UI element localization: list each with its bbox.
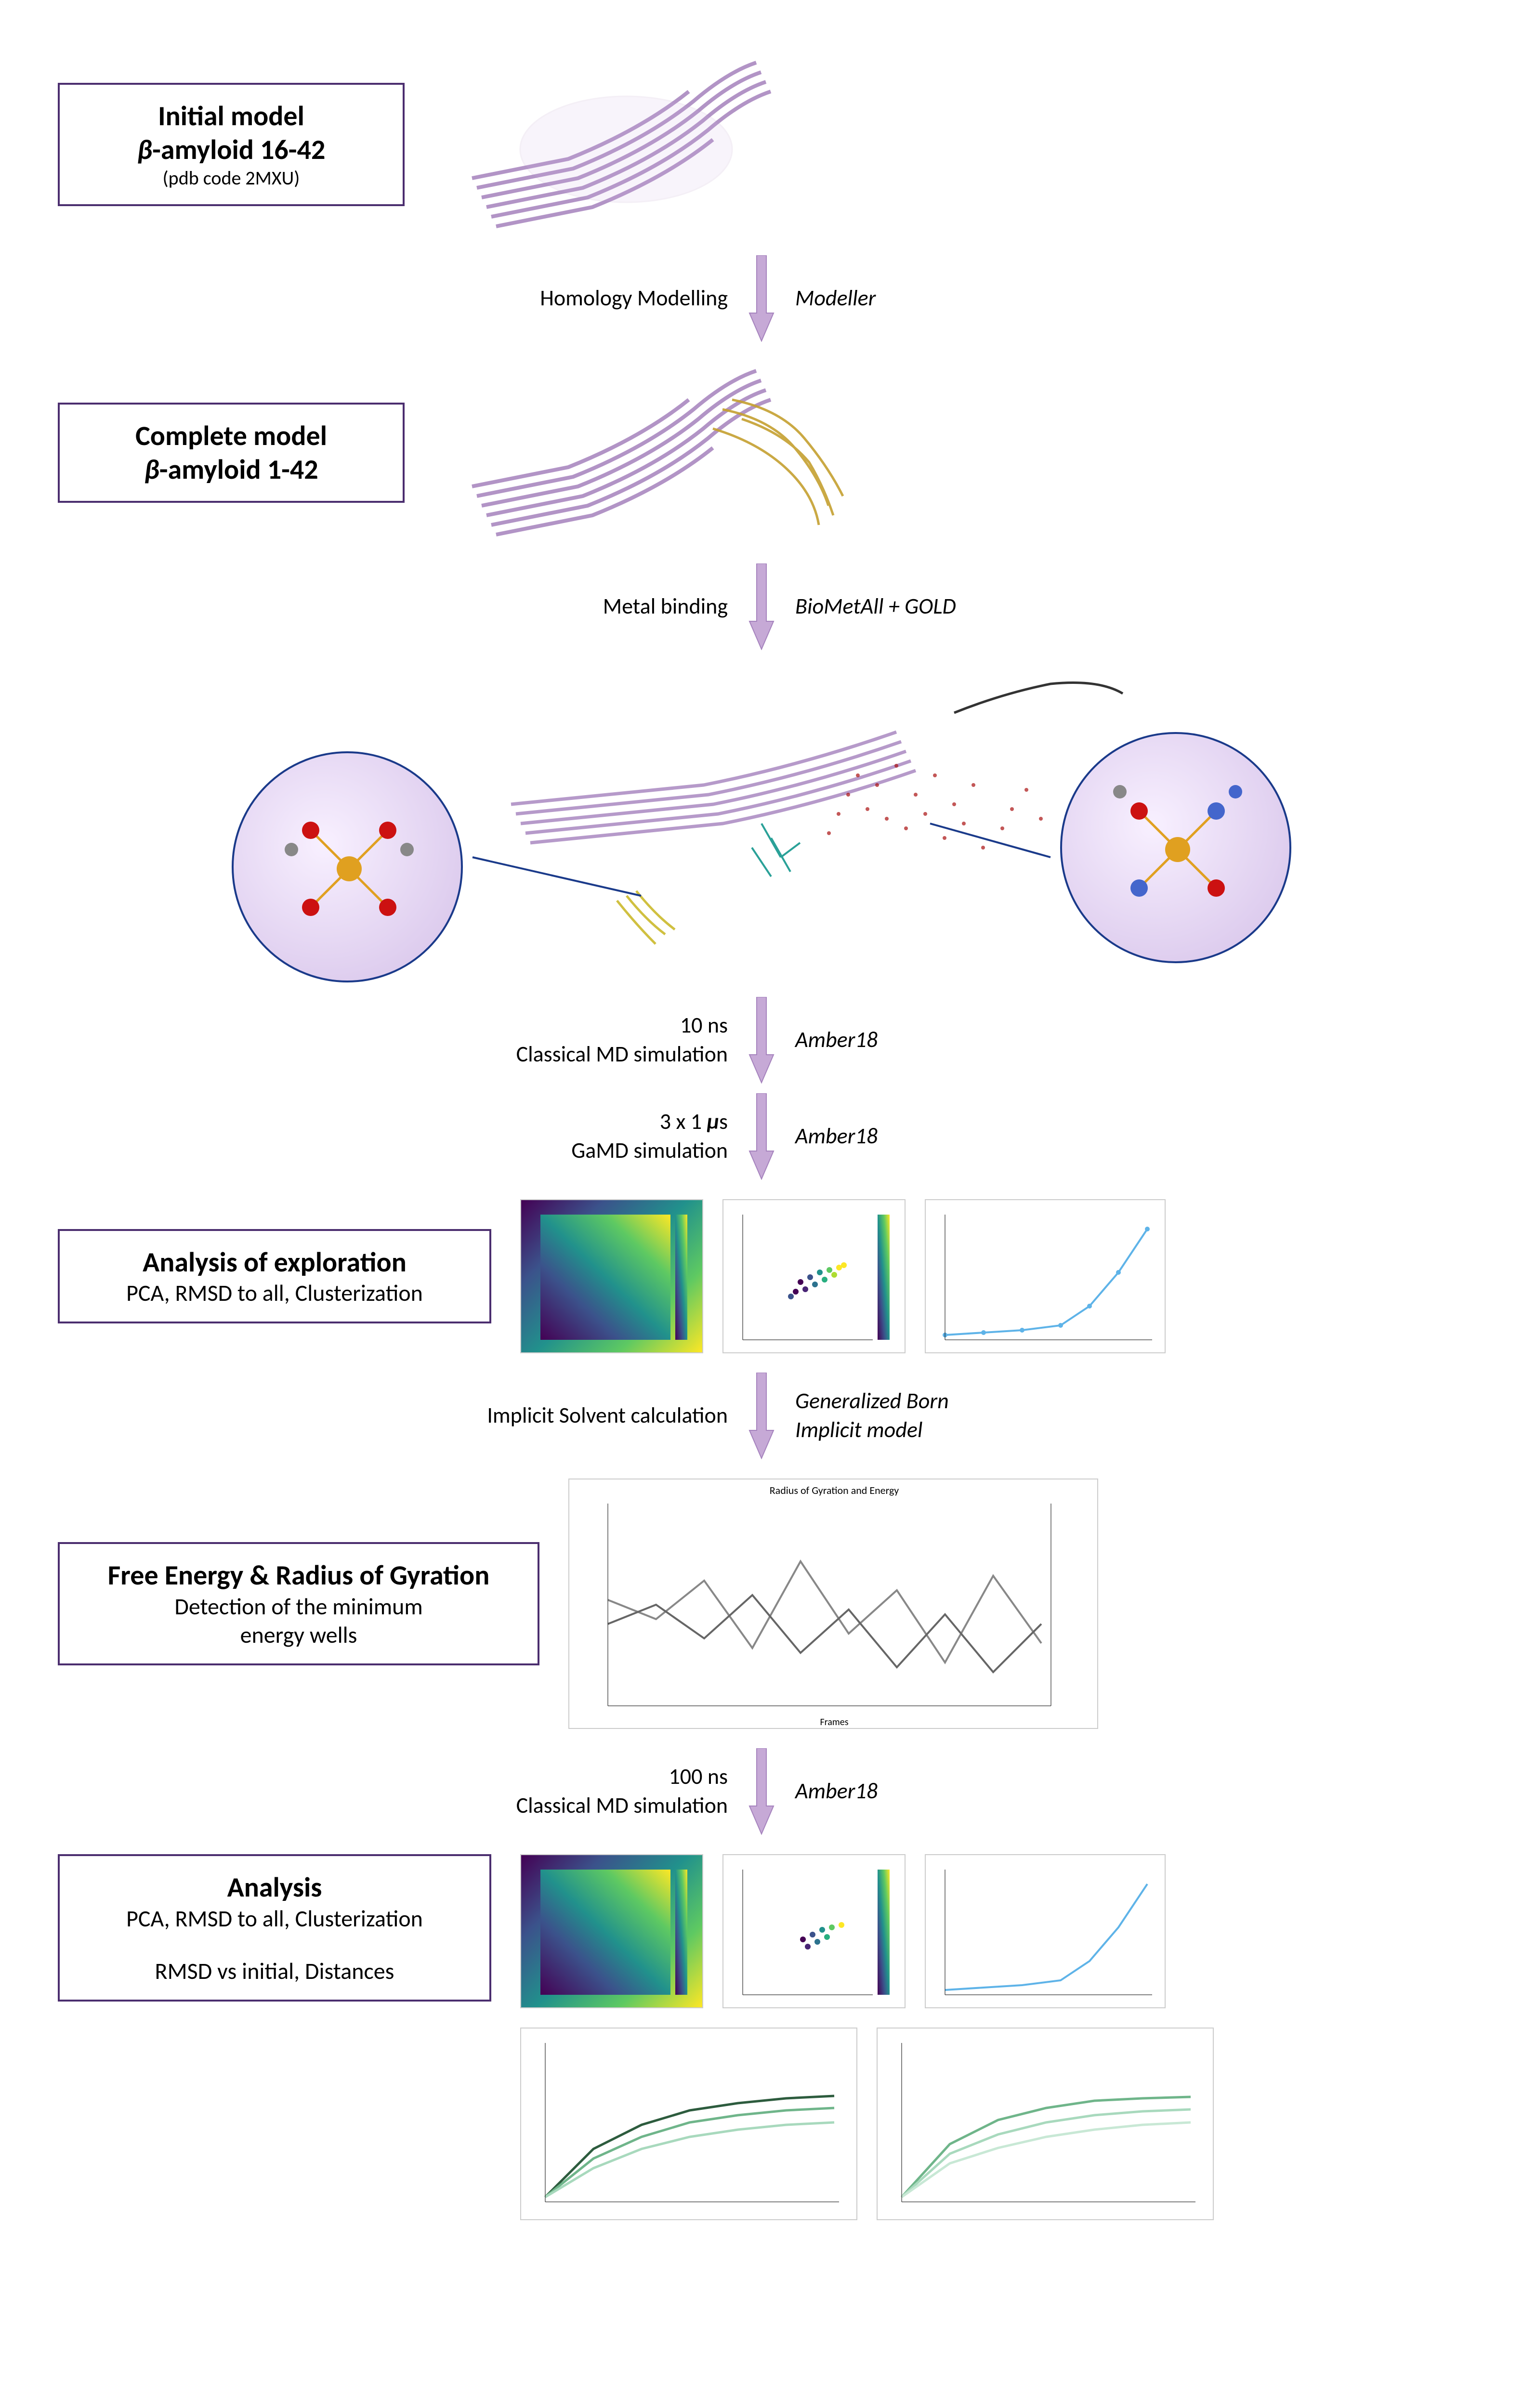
metal-binding-image — [135, 655, 1388, 992]
step1-subtitle: -amyloid 16-42 — [79, 133, 383, 167]
arrow-icon — [747, 563, 776, 650]
scatter-thumb2 — [722, 1854, 906, 2008]
step4-row: Free Energy & Radius of Gyration Detecti… — [58, 1479, 1465, 1729]
step5-thumbs-row2 — [520, 2028, 1214, 2220]
step1-title: Initial model — [79, 99, 383, 133]
arrow2-row: Metal binding BioMetAll + GOLD — [58, 563, 1465, 650]
arrow2-right: BioMetAll + GOLD — [795, 592, 1181, 621]
step4-sub2: energy wells — [79, 1621, 518, 1649]
arrow-icon — [747, 1373, 776, 1459]
step5-title: Analysis — [79, 1871, 470, 1904]
arrow-icon — [747, 997, 776, 1084]
arrow5-left: Implicit Solvent calculation — [342, 1401, 728, 1430]
arrow2-left: Metal binding — [342, 592, 728, 621]
heatmap-thumb2 — [520, 1854, 703, 2008]
step2-subtitle: -amyloid 1-42 — [79, 453, 383, 486]
step3-title: Analysis of exploration — [79, 1245, 470, 1279]
arrow6-row: 100 ns Classical MD simulation Amber18 — [58, 1748, 1465, 1835]
step2-title: Complete model — [79, 419, 383, 453]
rmsd-thumb1 — [520, 2028, 857, 2220]
step5-box: Analysis PCA, RMSD to all, Clusterizatio… — [58, 1854, 491, 2002]
arrow1-row: Homology Modelling Modeller — [58, 255, 1465, 342]
rog-energy-lineplot: Radius of Gyration and Energy Frames — [568, 1479, 1098, 1729]
step5-sub1: PCA, RMSD to all, Clusterization — [79, 1904, 470, 1933]
step1-row: Initial model -amyloid 16-42 (pdb code 2… — [58, 53, 1465, 236]
step5-sub2: RMSD vs initial, Distances — [79, 1957, 470, 1985]
arrow5-row: Implicit Solvent calculation Generalized… — [58, 1373, 1465, 1459]
arrow3-right: Amber18 — [795, 1026, 1181, 1055]
step4-box: Free Energy & Radius of Gyration Detecti… — [58, 1542, 539, 1665]
arrow-icon — [747, 1748, 776, 1835]
scatter-thumb — [722, 1199, 906, 1353]
arrow6-left: 100 ns Classical MD simulation — [342, 1763, 728, 1820]
arrow1-right: Modeller — [795, 284, 1181, 313]
step3-row: Analysis of exploration PCA, RMSD to all… — [58, 1199, 1465, 1353]
step1-box: Initial model -amyloid 16-42 (pdb code 2… — [58, 83, 405, 206]
arrow6-right: Amber18 — [795, 1777, 1181, 1806]
arrow4-left: 3 x 1 s GaMD simulation — [342, 1108, 728, 1165]
cluster-thumb2 — [925, 1854, 1166, 2008]
step5-thumbs-row1 — [520, 1854, 1214, 2008]
workflow-container: Initial model -amyloid 16-42 (pdb code 2… — [58, 39, 1465, 2235]
zoom-circle-left — [232, 751, 463, 982]
step4-title: Free Energy & Radius of Gyration — [79, 1558, 518, 1592]
step3-box: Analysis of exploration PCA, RMSD to all… — [58, 1229, 491, 1324]
step5-thumbs-column — [520, 1854, 1214, 2220]
heatmap-thumb — [520, 1199, 703, 1353]
zoom-circle-right — [1060, 732, 1291, 963]
step3-thumbs — [520, 1199, 1166, 1353]
step4-sub1: Detection of the minimum — [79, 1592, 518, 1621]
step3-subtitle: PCA, RMSD to all, Clusterization — [79, 1279, 470, 1307]
cluster-thumb — [925, 1199, 1166, 1353]
step2-row: Complete model -amyloid 1-42 — [58, 361, 1465, 544]
step5-row: Analysis PCA, RMSD to all, Clusterizatio… — [58, 1854, 1465, 2220]
arrow-icon — [747, 255, 776, 342]
step1-note: (pdb code 2MXU) — [79, 166, 383, 190]
protein-initial-image — [433, 53, 819, 236]
arrow4-right: Amber18 — [795, 1122, 1181, 1151]
arrow-icon — [747, 1093, 776, 1180]
arrow5-right: Generalized Born Implicit model — [795, 1387, 1181, 1445]
svg-text:Frames: Frames — [820, 1716, 848, 1728]
protein-complete-image — [433, 361, 819, 544]
arrow4-row: 3 x 1 s GaMD simulation Amber18 — [58, 1093, 1465, 1180]
arrow1-left: Homology Modelling — [342, 284, 728, 313]
step2-box: Complete model -amyloid 1-42 — [58, 403, 405, 502]
rmsd-thumb2 — [877, 2028, 1214, 2220]
svg-text:Radius of Gyration and Energy: Radius of Gyration and Energy — [770, 1484, 899, 1497]
arrow3-left: 10 ns Classical MD simulation — [342, 1011, 728, 1069]
arrow3-row: 10 ns Classical MD simulation Amber18 — [58, 997, 1465, 1084]
